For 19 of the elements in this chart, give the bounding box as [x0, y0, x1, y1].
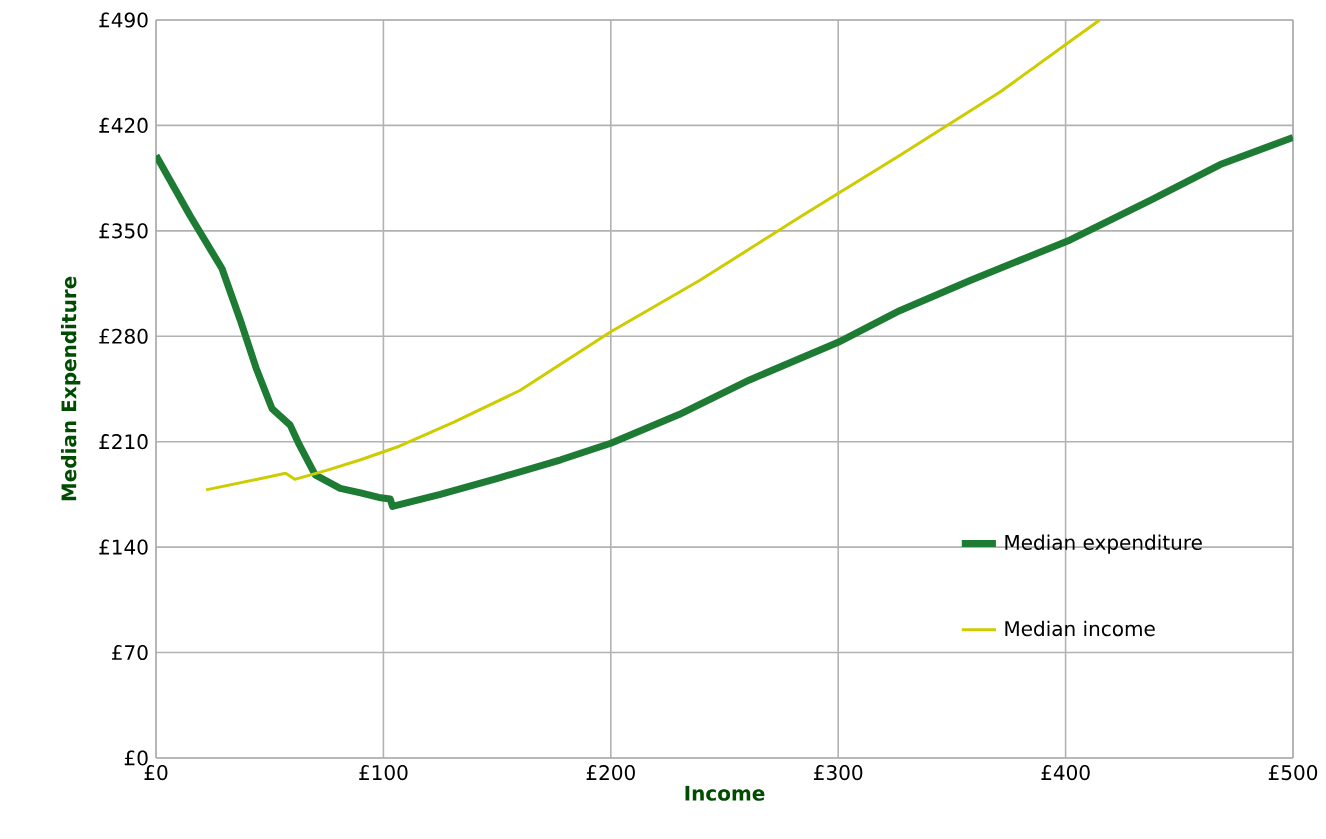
legend-label: Median income	[1005, 620, 1155, 637]
y-tick-label: £490	[99, 12, 148, 28]
x-tick-label: £200	[586, 765, 635, 781]
x-tick-label: £300	[814, 765, 863, 781]
y-axis-title: Median Expenditure	[60, 276, 81, 501]
x-axis-title: Income	[685, 785, 765, 801]
line-series	[204, 20, 1102, 492]
x-tick-label: £500	[1268, 765, 1318, 781]
y-tick-label: £70	[112, 644, 148, 661]
y-tick-label: £210	[99, 434, 148, 450]
y-tick-label: £420	[99, 117, 148, 133]
y-tick-label: £140	[99, 539, 148, 555]
y-tick-label: £280	[99, 328, 148, 344]
y-tick-label: £350	[99, 223, 148, 239]
x-tick-label: £400	[1041, 765, 1090, 781]
y-tick-label: £0	[124, 750, 148, 766]
legend-label: Median expenditure	[1005, 534, 1202, 554]
x-tick-label: £100	[359, 765, 408, 781]
x-tick-label: £0	[144, 765, 168, 781]
